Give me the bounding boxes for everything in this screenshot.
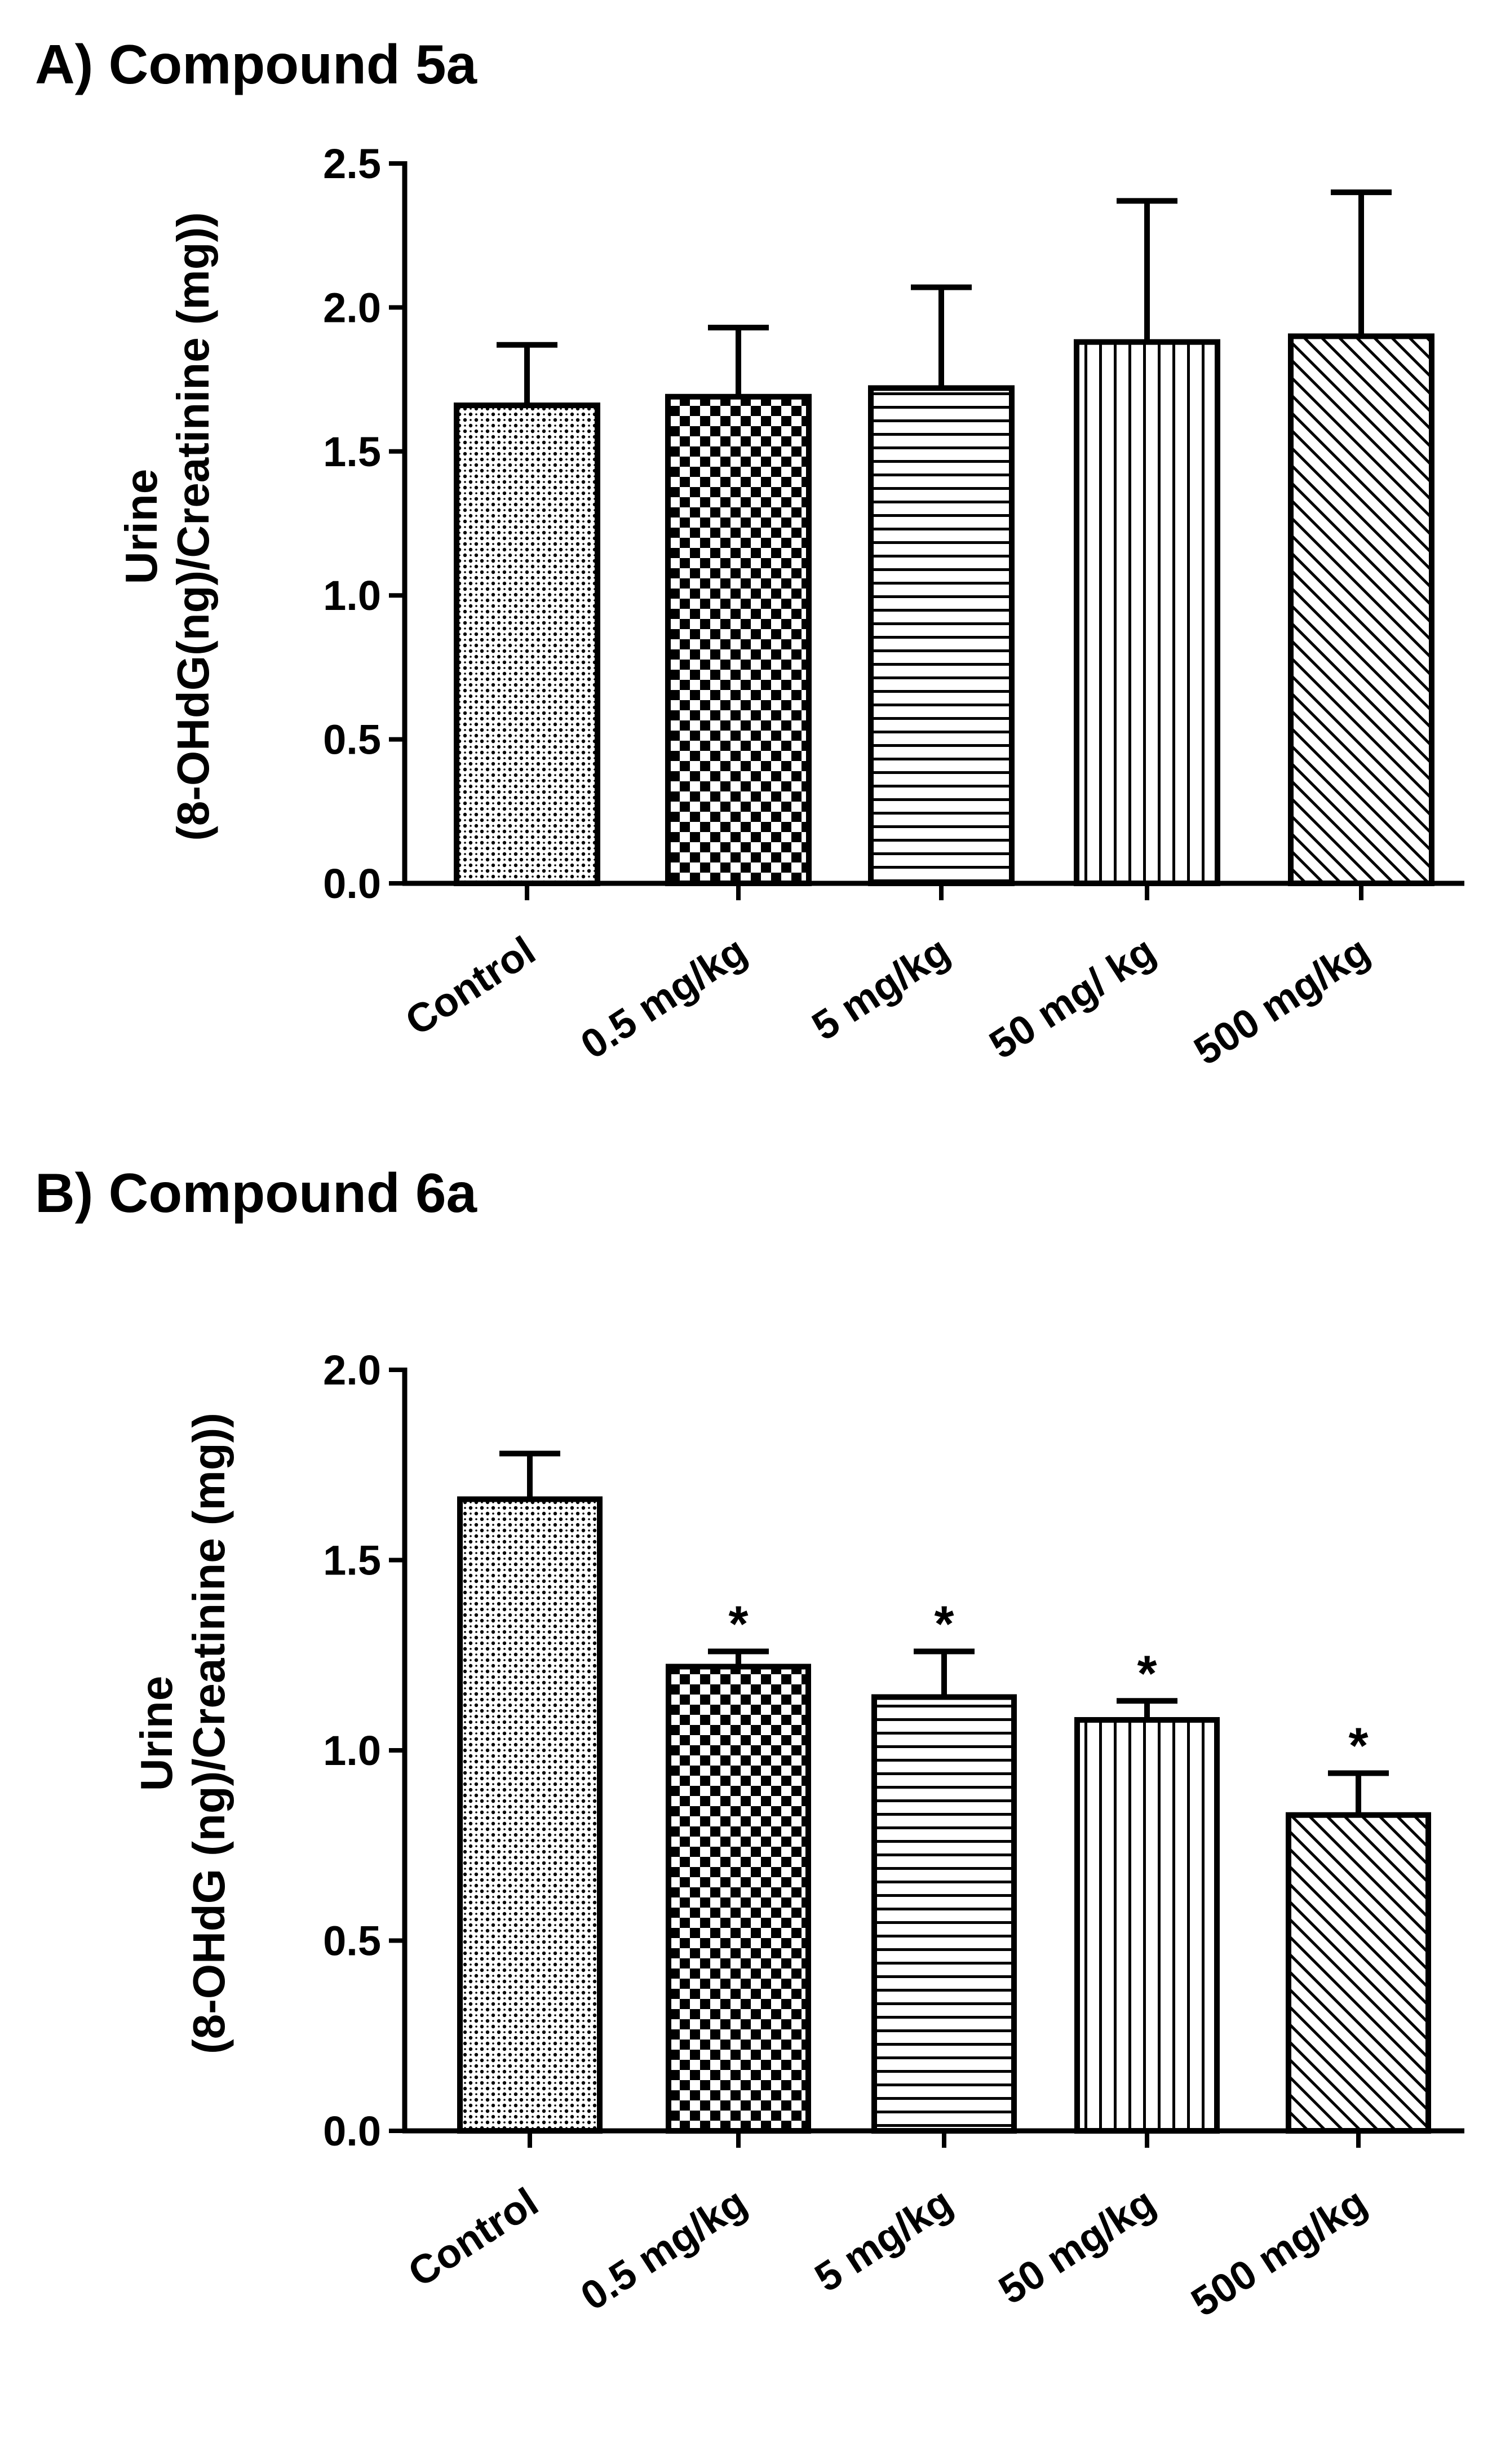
panel-a-bar-3 <box>1074 339 1220 886</box>
panel-a-ytick-label: 0.5 <box>323 716 381 763</box>
panel-b-ylabel-line2: (8-OHdG (ng)/Creatinine (mg)) <box>184 1413 234 2054</box>
panel-a-category-label: 50 mg/ kg <box>982 928 1163 1068</box>
panel-a-bar-1 <box>665 393 812 886</box>
panel-b-ytick-label: 0.0 <box>323 2108 381 2155</box>
panel-a-category-label: 500 mg/kg <box>1186 928 1378 1074</box>
panel-b-significance-mark: * <box>1137 1645 1157 1702</box>
panel-b-ytick-label: 2.0 <box>323 1347 381 1394</box>
panel-b-category-label: 0.5 mg/kg <box>573 2179 755 2319</box>
panel-b-category-label: 5 mg/kg <box>807 2179 960 2301</box>
panel-a-category-label: 0.5 mg/kg <box>573 928 755 1068</box>
panel-b-category-label: Control <box>400 2179 546 2295</box>
panel-a-ytick-label: 1.0 <box>323 572 381 619</box>
panel-b-ytick-label: 1.0 <box>323 1727 381 1774</box>
panel-a: A) Compound 5a Urine (8-OHdG(ng)/Creatin… <box>35 33 1464 1074</box>
panel-a-bar-2 <box>868 385 1015 886</box>
panel-b: B) Compound 6a Urine (8-OHdG (ng)/Creati… <box>35 1162 1464 2325</box>
panel-a-ytick-label: 2.5 <box>323 140 381 187</box>
panel-b-ytick-label: 0.5 <box>323 1918 381 1965</box>
panel-a-category-label: 5 mg/kg <box>804 928 958 1049</box>
panel-b-significance-mark: * <box>728 1596 748 1653</box>
panel-b-bar-2 <box>871 1694 1017 2134</box>
panel-b-title: B) Compound 6a <box>35 1162 477 1224</box>
panel-b-category-label: 50 mg/kg <box>991 2179 1163 2313</box>
panel-b-bar-0 <box>457 1496 603 2134</box>
panel-a-ytick-label: 1.5 <box>323 428 381 475</box>
panel-a-title: A) Compound 5a <box>35 33 477 95</box>
panel-b-ytick-label: 1.5 <box>323 1537 381 1584</box>
panel-b-bar-1 <box>666 1664 811 2134</box>
panel-b-significance-mark: * <box>1348 1718 1368 1775</box>
panel-a-ylabel-line2: (8-OHdG(ng)/Creatinine (mg)) <box>168 212 218 840</box>
panel-a-ytick-label: 0.0 <box>323 860 381 907</box>
panel-b-ylabel-line1: Urine <box>131 1676 181 1791</box>
panel-a-ylabel-line1: Urine <box>116 469 166 585</box>
panel-b-category-label: 500 mg/kg <box>1184 2179 1375 2325</box>
panel-a-category-label: Control <box>397 928 543 1044</box>
panel-b-bar-3 <box>1074 1717 1220 2134</box>
panel-b-plot: 0.0 0.5 1.0 1.5 2.0 Control 0.5 mg/kg * 5 mg/kg *… <box>323 1347 1464 2325</box>
panel-a-bar-0 <box>454 402 600 886</box>
panel-b-bar-4 <box>1286 1812 1431 2134</box>
panel-a-bar-4 <box>1288 333 1434 886</box>
panel-a-plot: 0.0 0.5 1.0 1.5 2.0 2.5 Control 0.5 mg/kg 5 mg/k… <box>323 140 1464 1074</box>
panel-a-ytick-label: 2.0 <box>323 284 381 331</box>
panel-b-significance-mark: * <box>934 1596 954 1653</box>
